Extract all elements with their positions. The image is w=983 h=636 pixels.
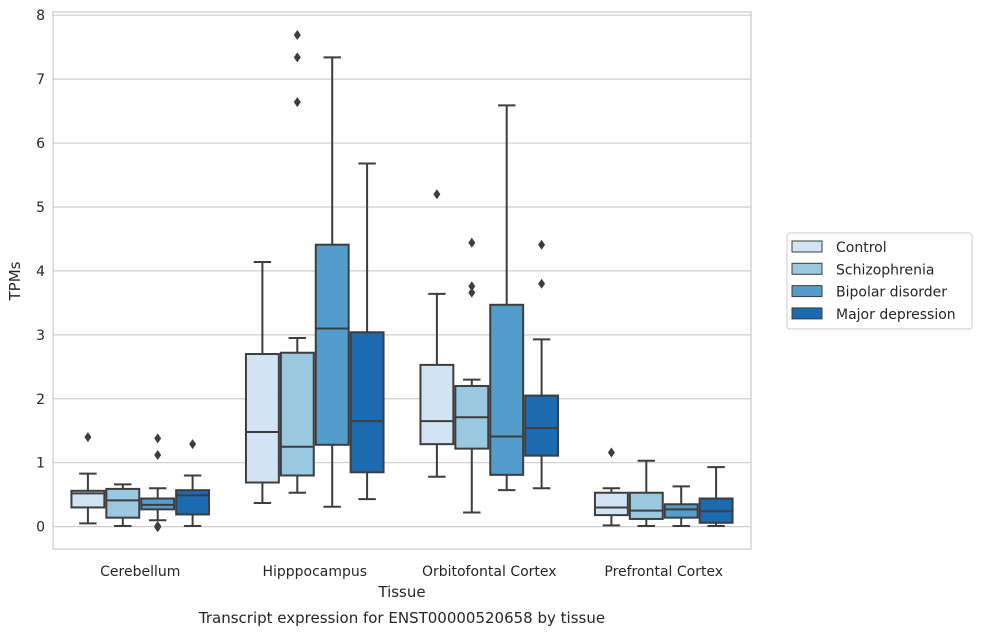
legend-label: Schizophrenia xyxy=(836,262,934,278)
outlier-point xyxy=(468,237,476,248)
box-rect xyxy=(105,487,141,519)
y-tick-label: 0 xyxy=(36,520,45,536)
outlier-point xyxy=(293,30,301,41)
outlier-point xyxy=(468,281,476,292)
legend-swatch xyxy=(791,307,823,320)
box-rect xyxy=(489,303,525,476)
box-prefrontal-cortex-bipolar-disorder xyxy=(663,485,699,527)
box-groups xyxy=(70,30,734,533)
legend-label: Bipolar disorder xyxy=(836,285,947,301)
legend-swatch xyxy=(791,240,823,253)
outlier-point xyxy=(154,450,162,461)
box-hipppocampus-bipolar-disorder xyxy=(314,56,350,508)
box-orbitofontal-cortex-schizophrenia xyxy=(454,237,490,514)
x-tick-label: Prefrontal Cortex xyxy=(604,564,723,580)
y-tick-labels: 0 1 2 3 4 5 6 7 8 xyxy=(36,8,45,535)
outlier-point xyxy=(538,239,546,250)
legend: Control Schizophrenia Bipolar disorder Majo… xyxy=(786,232,973,330)
box-cerebellum-bipolar-disorder xyxy=(140,433,176,533)
box-prefrontal-cortex-control xyxy=(593,447,629,527)
box-rect xyxy=(244,353,280,484)
outlier-point xyxy=(293,52,301,63)
y-tick-label: 1 xyxy=(36,456,45,472)
outlier-point xyxy=(154,520,162,531)
legend-label: Major depression xyxy=(836,307,956,323)
outlier-point xyxy=(189,439,197,450)
box-rect xyxy=(628,491,664,520)
box-orbitofontal-cortex-bipolar-disorder xyxy=(489,104,525,492)
y-tick-label: 8 xyxy=(36,8,45,24)
box-rect xyxy=(349,331,385,474)
y-tick-label: 5 xyxy=(36,200,45,216)
box-rect xyxy=(175,489,211,516)
box-hipppocampus-major-depression xyxy=(349,162,385,501)
box-cerebellum-schizophrenia xyxy=(105,483,141,527)
legend-swatch xyxy=(791,285,823,298)
y-tick-label: 3 xyxy=(36,328,45,344)
outlier-point xyxy=(538,278,546,289)
chart-title: Transcript expression for ENST0000052065… xyxy=(198,609,605,627)
y-tick-label: 2 xyxy=(36,392,45,408)
legend-frame xyxy=(786,232,973,330)
plot-frame xyxy=(52,11,752,550)
outlier-point xyxy=(607,447,615,458)
x-tick-label: Hipppocampus xyxy=(262,564,367,580)
legend-swatch xyxy=(791,262,823,275)
x-axis-label: Tissue xyxy=(377,583,425,601)
y-tick-label: 6 xyxy=(36,136,45,152)
outlier-point xyxy=(293,97,301,108)
box-prefrontal-cortex-schizophrenia xyxy=(628,459,664,527)
y-tick-label: 4 xyxy=(36,264,45,280)
box-hipppocampus-schizophrenia xyxy=(279,30,315,494)
legend-label: Control xyxy=(836,240,887,256)
box-rect xyxy=(314,243,350,446)
outlier-point xyxy=(84,432,92,443)
x-tick-labels: Cerebellum Hipppocampus Orbitofontal Corte… xyxy=(100,564,723,580)
box-cerebellum-control xyxy=(70,432,106,525)
grid-lines xyxy=(53,14,751,528)
outlier-point xyxy=(154,433,162,444)
box-rect xyxy=(593,491,629,517)
outlier-point xyxy=(433,189,441,200)
box-cerebellum-major-depression xyxy=(175,439,211,527)
y-axis-label: TPMs xyxy=(6,261,24,301)
box-orbitofontal-cortex-major-depression xyxy=(524,239,560,490)
outlier-point xyxy=(468,287,476,298)
box-rect xyxy=(279,351,315,477)
box-rect xyxy=(419,363,455,446)
box-orbitofontal-cortex-control xyxy=(419,189,455,478)
box-rect xyxy=(663,503,699,519)
y-tick-label: 7 xyxy=(36,72,45,88)
box-rect xyxy=(70,489,106,509)
box-rect xyxy=(524,394,560,457)
x-tick-label: Cerebellum xyxy=(100,564,180,580)
box-hipppocampus-control xyxy=(244,260,280,504)
x-tick-label: Orbitofontal Cortex xyxy=(422,564,557,580)
box-prefrontal-cortex-major-depression xyxy=(698,466,734,527)
